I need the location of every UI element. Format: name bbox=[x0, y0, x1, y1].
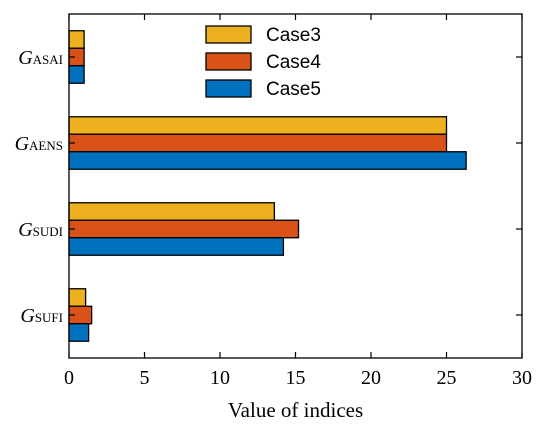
x-tick-label: 30 bbox=[512, 367, 532, 389]
y-category-label: GAENS bbox=[15, 133, 63, 155]
x-axis-title: Value of indices bbox=[228, 398, 363, 422]
x-tick-label: 25 bbox=[437, 367, 457, 389]
x-tick-label: 15 bbox=[286, 367, 306, 389]
bar-case3-gsufi bbox=[68, 288, 87, 307]
y-category-label: GSUDI bbox=[18, 219, 63, 241]
y-axis-labels: GASAI GAENS GSUDI GSUFI bbox=[15, 47, 522, 327]
bar-case5-gaens bbox=[68, 151, 467, 170]
x-tick-label: 0 bbox=[64, 367, 74, 389]
bar-case3-gsudi bbox=[68, 202, 276, 221]
legend-swatch-case3 bbox=[205, 25, 252, 44]
x-tick-label: 5 bbox=[140, 367, 150, 389]
bar-case5-gsudi bbox=[68, 237, 285, 256]
bar-case4-gsudi bbox=[68, 219, 300, 239]
bars-group bbox=[68, 30, 467, 342]
bar-case3-gasai bbox=[68, 30, 85, 49]
y-category-label: GSUFI bbox=[20, 305, 63, 327]
bar-case4-gaens bbox=[68, 133, 448, 153]
x-tick-label: 10 bbox=[210, 367, 230, 389]
legend-swatch-case5 bbox=[205, 79, 252, 98]
legend-swatch-case4 bbox=[205, 52, 252, 71]
legend-label-case3: Case3 bbox=[266, 25, 321, 46]
legend: Case3 Case4 Case5 bbox=[205, 25, 321, 100]
legend-label-case5: Case5 bbox=[266, 79, 321, 100]
x-axis-ticks: 0 5 10 15 20 25 30 bbox=[64, 14, 532, 389]
y-category-label: GASAI bbox=[18, 47, 63, 69]
bar-case5-gasai bbox=[68, 65, 85, 84]
bar-case5-gsufi bbox=[68, 323, 90, 342]
bar-case3-gaens bbox=[68, 116, 448, 135]
legend-label-case4: Case4 bbox=[266, 52, 321, 73]
x-tick-label: 20 bbox=[361, 367, 381, 389]
